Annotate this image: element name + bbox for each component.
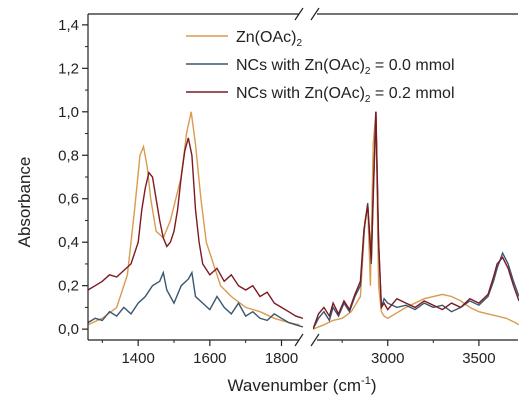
series-3-line-right	[313, 111, 519, 330]
y-tick-label: 0,4	[58, 234, 79, 251]
legend: Zn(OAc)2 NCs with Zn(OAc)2 = 0.0 mmol NCs …	[186, 29, 455, 105]
x-tick-label-right: 3500	[462, 350, 495, 367]
axis-break-mark-bottom-1	[294, 333, 304, 347]
legend-entry-3: NCs with Zn(OAc)2 = 0.2 mmol	[186, 85, 455, 105]
axis-break-mark-top-2	[310, 7, 320, 21]
x-axis-title: Wavenumber (cm-1)	[228, 375, 377, 395]
legend-entry-1: Zn(OAc)2	[186, 29, 302, 49]
y-tick-label: 0,0	[58, 321, 79, 338]
axis-break-mark-top-1	[294, 7, 304, 21]
x-tick-label-left: 1600	[193, 350, 226, 367]
x-axis-title-close: )	[371, 376, 377, 395]
series-1	[88, 111, 519, 330]
y-axis-title: Absorbance	[15, 157, 34, 248]
axes-layer: 0,0 0,2 0,4 0,6 0,8 1,0 1,2 1,4 1400 1600 1800 3000…	[58, 7, 518, 367]
x-tick-label-right: 3000	[371, 350, 404, 367]
legend-label: Zn(OAc)2	[236, 29, 302, 49]
series-1-line-right	[313, 111, 519, 330]
y-tick-label: 0,6	[58, 191, 79, 208]
y-tick-label: 0,2	[58, 278, 79, 295]
y-tick-label: 1,2	[58, 60, 79, 77]
y-tick-label: 0,8	[58, 147, 79, 164]
series-3-line-left	[88, 137, 303, 319]
series-layer	[88, 111, 519, 330]
x-tick-label-left: 1400	[121, 350, 154, 367]
series-2	[88, 111, 519, 330]
x-axis-title-sup: -1	[361, 375, 371, 387]
series-2-line-left	[88, 270, 303, 328]
legend-label: NCs with Zn(OAc)2 = 0.0 mmol	[236, 57, 455, 77]
y-tick-label: 1,4	[58, 17, 79, 34]
legend-label: NCs with Zn(OAc)2 = 0.2 mmol	[236, 85, 455, 105]
legend-entry-2: NCs with Zn(OAc)2 = 0.0 mmol	[186, 57, 455, 77]
x-axis-title-main: Wavenumber (cm	[228, 376, 362, 395]
axis-break-mark-bottom-2	[310, 333, 320, 347]
y-tick-label: 1,0	[58, 104, 79, 121]
x-tick-label-left: 1800	[265, 350, 298, 367]
series-2-line-right	[313, 111, 519, 330]
series-3	[88, 111, 519, 330]
